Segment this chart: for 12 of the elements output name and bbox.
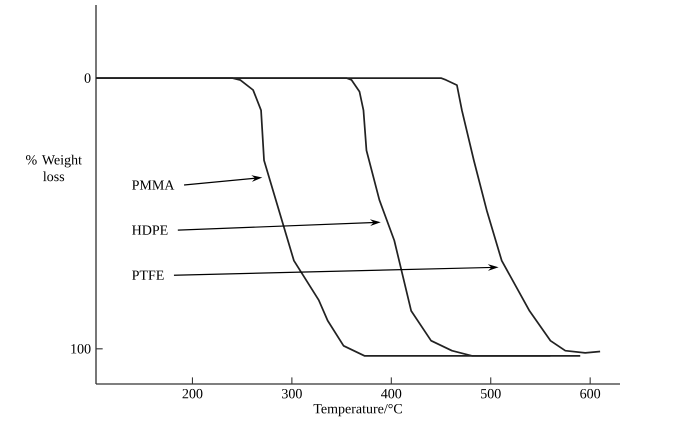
annotation: HDPE [132,226,168,235]
x-tick-label: 500 [481,388,501,398]
x-axis-title: Temperature/°C [314,404,402,416]
y-axis-title: % Weight loss [26,154,82,182]
x-tick-label: 600 [580,388,600,398]
y-tick-label: 0 [84,73,91,83]
annotation: PTFE [132,270,164,280]
x-tick-label: 400 [381,388,402,398]
x-tick-label: 200 [182,388,202,398]
y-tick-label: 100 [71,344,91,354]
x-tick-label: 300 [282,388,302,398]
annotation: PMMA [132,180,174,190]
